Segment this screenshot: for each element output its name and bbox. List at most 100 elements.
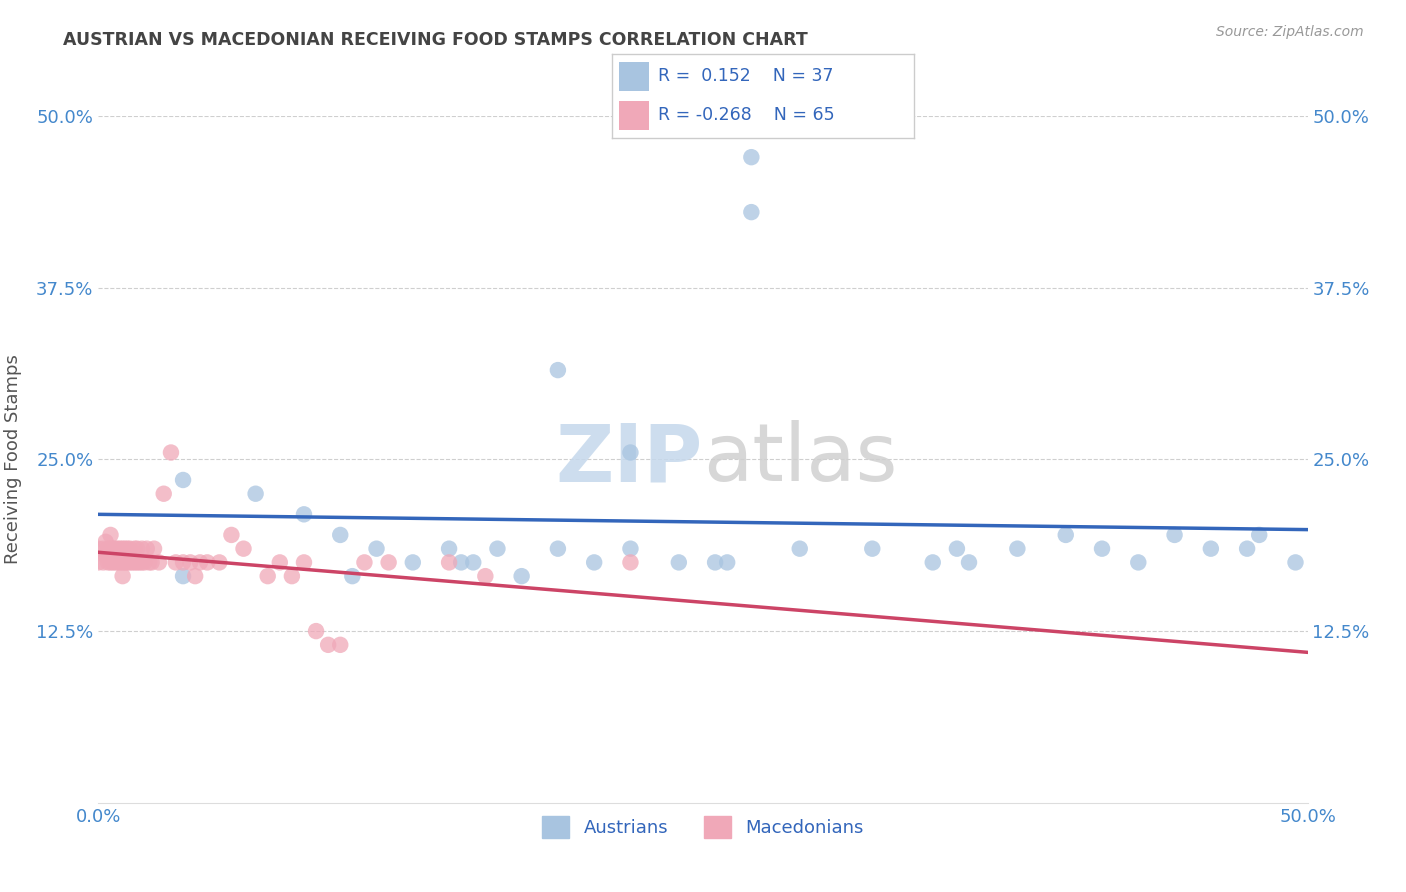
Point [704,555,727,570]
Point [91,541,114,556]
Point [583,555,606,570]
Point [100,555,122,570]
Point [232,541,254,556]
Point [107,555,129,570]
Point [1249,528,1271,542]
Legend: Austrians, Macedonians: Austrians, Macedonians [534,809,872,846]
Point [269,555,291,570]
Point [474,569,496,583]
Point [619,555,641,570]
Point [97,555,120,570]
Point [100,541,122,556]
Point [668,555,690,570]
Point [281,569,304,583]
Point [716,555,738,570]
Point [619,541,641,556]
Point [342,569,364,583]
Point [353,555,375,570]
Point [87,541,110,556]
Point [377,555,399,570]
Text: R = -0.268    N = 65: R = -0.268 N = 65 [658,106,835,124]
Point [108,541,131,556]
Point [152,487,174,501]
Point [91,555,114,570]
Point [208,555,231,570]
Point [87,555,110,570]
Point [366,541,388,556]
Point [114,541,136,556]
Point [316,638,339,652]
Point [128,555,150,570]
Point [165,555,187,570]
Point [118,541,141,556]
Point [179,555,201,570]
Point [957,555,980,570]
Point [111,569,134,583]
Point [160,445,183,459]
Point [1199,541,1222,556]
Point [245,487,267,501]
Point [141,555,163,570]
Point [437,555,460,570]
Point [740,205,762,219]
Point [118,555,141,570]
Point [148,555,170,570]
Point [402,555,425,570]
Text: atlas: atlas [703,420,897,499]
Text: R =  0.152    N = 37: R = 0.152 N = 37 [658,68,834,86]
Point [195,555,218,570]
Point [131,555,153,570]
Point [1163,528,1185,542]
Point [114,555,136,570]
Point [172,555,194,570]
Point [946,541,969,556]
Point [138,555,160,570]
Point [121,555,143,570]
Point [1236,541,1258,556]
Bar [619,101,650,130]
Point [172,569,194,583]
Point [547,541,569,556]
Point [117,555,139,570]
Point [188,555,211,570]
Point [111,555,134,570]
Point [305,624,328,639]
Y-axis label: Receiving Food Stamps: Receiving Food Stamps [4,354,22,565]
Point [101,541,124,556]
Point [463,555,485,570]
Point [1054,528,1077,542]
Point [94,549,117,563]
Point [104,541,127,556]
Point [127,555,149,570]
Point [1007,541,1029,556]
Point [97,541,120,556]
Point [100,528,122,542]
Point [860,541,883,556]
Point [437,541,460,556]
Point [124,555,146,570]
Point [101,555,124,570]
Point [329,638,352,652]
Point [450,555,472,570]
Point [1284,555,1306,570]
Text: AUSTRIAN VS MACEDONIAN RECEIVING FOOD STAMPS CORRELATION CHART: AUSTRIAN VS MACEDONIAN RECEIVING FOOD ST… [63,31,808,49]
Point [108,555,131,570]
Point [104,555,127,570]
Point [94,534,117,549]
Point [292,555,315,570]
Point [184,569,207,583]
Point [143,541,166,556]
Point [740,150,762,164]
Point [510,569,533,583]
Point [124,541,146,556]
Point [1091,541,1114,556]
Point [547,363,569,377]
Point [172,473,194,487]
Point [134,555,156,570]
Point [921,555,943,570]
Point [111,541,134,556]
Point [292,508,315,522]
Point [256,569,278,583]
Point [135,541,157,556]
Point [107,541,129,556]
